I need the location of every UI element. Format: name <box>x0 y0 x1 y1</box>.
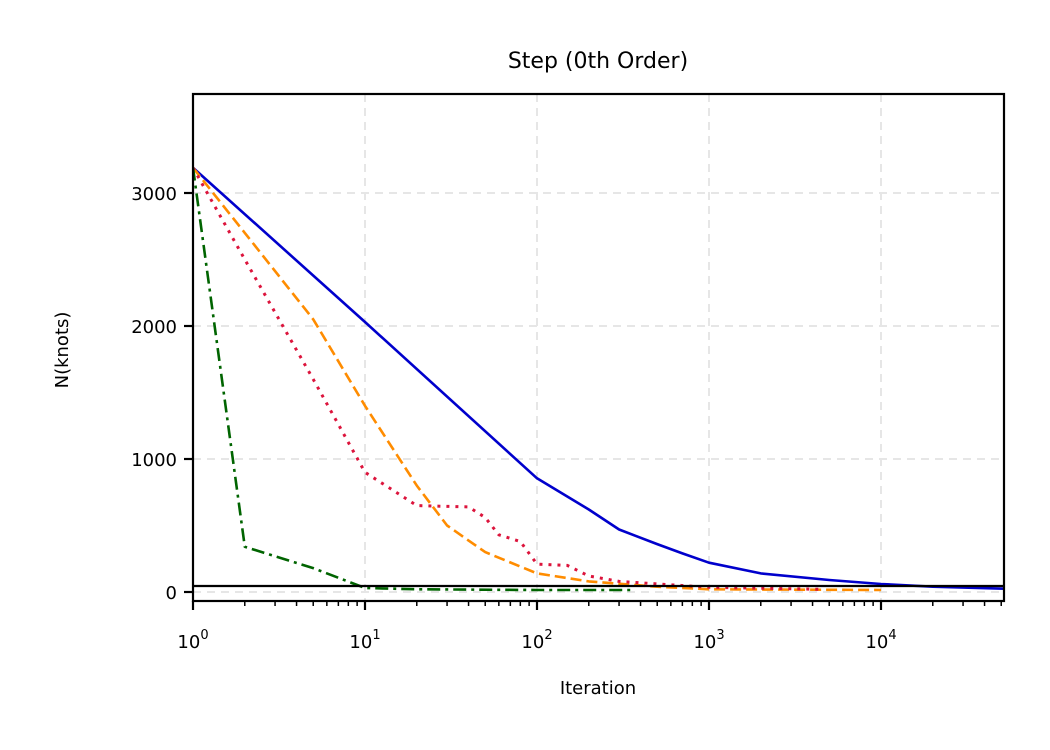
x-tick-label: 104 <box>865 628 896 653</box>
axes-frame <box>191 92 1006 603</box>
x-axis-label: Iteration <box>560 678 636 699</box>
series-line-blue-solid <box>193 166 1004 590</box>
grid <box>193 94 1004 601</box>
y-tick-label: 1000 <box>131 450 177 471</box>
series-line-red-dotted <box>193 166 822 591</box>
x-axis-ticks: 100 101 102 103 104 <box>177 601 1002 653</box>
x-tick-label: 103 <box>693 628 724 653</box>
series-line-green-dashdot <box>193 167 631 592</box>
x-tick-label: 100 <box>177 628 208 653</box>
y-tick-label: 2000 <box>131 317 177 338</box>
chart-title: Step (0th Order) <box>508 49 688 74</box>
x-tick-label: 102 <box>521 628 552 653</box>
y-tick-label: 3000 <box>131 184 177 205</box>
y-axis-label: N(knots) <box>52 312 73 389</box>
plot-series <box>193 166 1004 592</box>
x-tick-label: 101 <box>349 628 380 653</box>
y-tick-label: 0 <box>166 583 177 604</box>
y-axis-ticks: 0 1000 2000 3000 <box>131 184 193 604</box>
